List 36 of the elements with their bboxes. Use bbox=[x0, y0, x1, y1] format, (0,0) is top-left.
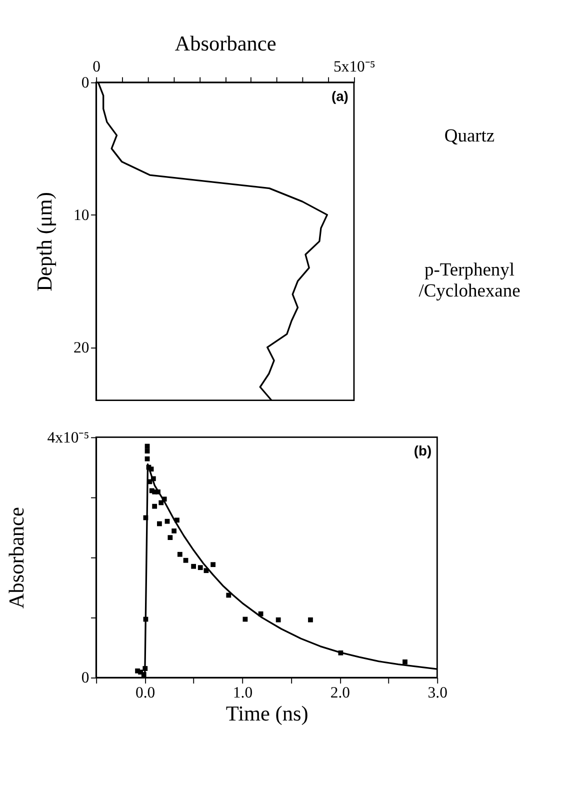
x-tick-label: 1.0 bbox=[232, 684, 253, 702]
point bbox=[157, 521, 162, 526]
text: p-Terphenyl bbox=[424, 259, 514, 280]
point bbox=[191, 564, 196, 569]
text: Quartz bbox=[444, 125, 495, 146]
annotation: (b) bbox=[414, 442, 432, 459]
x-axis-title: Time (ns) bbox=[226, 702, 308, 726]
y-tick-label: 10 bbox=[73, 206, 90, 224]
point bbox=[183, 558, 188, 563]
y-axis-title: Depth (μm) bbox=[32, 192, 56, 292]
x-tick-label: 0.0 bbox=[135, 684, 156, 702]
x-tick-label: 3.0 bbox=[428, 684, 448, 702]
annotation: (a) bbox=[331, 88, 348, 104]
point bbox=[144, 448, 150, 454]
point bbox=[276, 617, 281, 622]
y-tick-label: 0 bbox=[81, 74, 90, 92]
y-tick-label: 20 bbox=[73, 339, 90, 356]
point bbox=[172, 528, 177, 534]
point bbox=[308, 617, 313, 622]
point bbox=[158, 500, 164, 506]
y-axis-title: Absorbance bbox=[4, 507, 29, 609]
point bbox=[144, 456, 150, 462]
point bbox=[164, 518, 170, 524]
point bbox=[177, 552, 182, 557]
point bbox=[210, 562, 216, 568]
point bbox=[168, 535, 173, 540]
point bbox=[226, 592, 232, 598]
x-axis-title: Absorbance bbox=[174, 31, 276, 56]
y-tick-label: 4x10⁻⁵ bbox=[47, 429, 90, 446]
x-tick-label: 5x10⁻⁵ bbox=[333, 58, 376, 76]
point bbox=[402, 659, 408, 664]
y-tick-label: 0 bbox=[81, 670, 90, 687]
x-tick-label: 2.0 bbox=[330, 684, 350, 702]
point bbox=[198, 565, 203, 570]
text: /Cyclohexane bbox=[418, 280, 520, 301]
point bbox=[152, 504, 158, 509]
